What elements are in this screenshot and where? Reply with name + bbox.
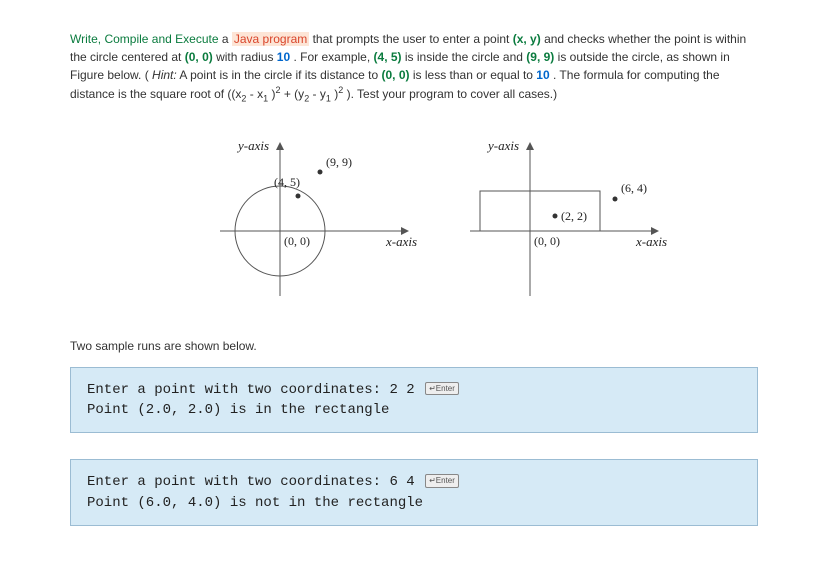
svg-text:x-axis: x-axis — [385, 234, 417, 249]
sample-run-1: Enter a point with two coordinates: 2 2 … — [70, 367, 758, 434]
enter-key-icon: ↵Enter — [425, 382, 459, 396]
sample-output: Point (6.0, 4.0) is not in the rectangle — [87, 495, 423, 511]
sample-caption: Two sample runs are shown below. — [70, 339, 758, 353]
svg-text:(4, 5): (4, 5) — [274, 175, 300, 189]
svg-text:(9, 9): (9, 9) — [326, 155, 352, 169]
svg-text:y-axis: y-axis — [486, 138, 519, 153]
svg-text:y-axis: y-axis — [236, 138, 269, 153]
sample-prompt: Enter a point with two coordinates: — [87, 382, 389, 398]
svg-text:(0, 0): (0, 0) — [284, 234, 310, 248]
figure-diagram: y-axis x-axis (9, 9) (4, 5) (0, 0) — [210, 136, 758, 309]
sample-output: Point (2.0, 2.0) is in the rectangle — [87, 402, 389, 418]
sample-input: 2 2 — [389, 382, 414, 398]
problem-statement: Write, Compile and Execute a Java progra… — [70, 30, 758, 106]
svg-text:x-axis: x-axis — [635, 234, 667, 249]
sample-run-2: Enter a point with two coordinates: 6 4 … — [70, 459, 758, 526]
language-keyword: Java program — [232, 32, 309, 46]
svg-text:(0, 0): (0, 0) — [534, 234, 560, 248]
sample-prompt: Enter a point with two coordinates: — [87, 474, 389, 490]
svg-text:(2, 2): (2, 2) — [561, 209, 587, 223]
svg-text:(6, 4): (6, 4) — [621, 181, 647, 195]
action-keyword: Write, Compile and Execute — [70, 32, 219, 46]
enter-key-icon: ↵Enter — [425, 474, 459, 488]
sample-input: 6 4 — [389, 474, 414, 490]
